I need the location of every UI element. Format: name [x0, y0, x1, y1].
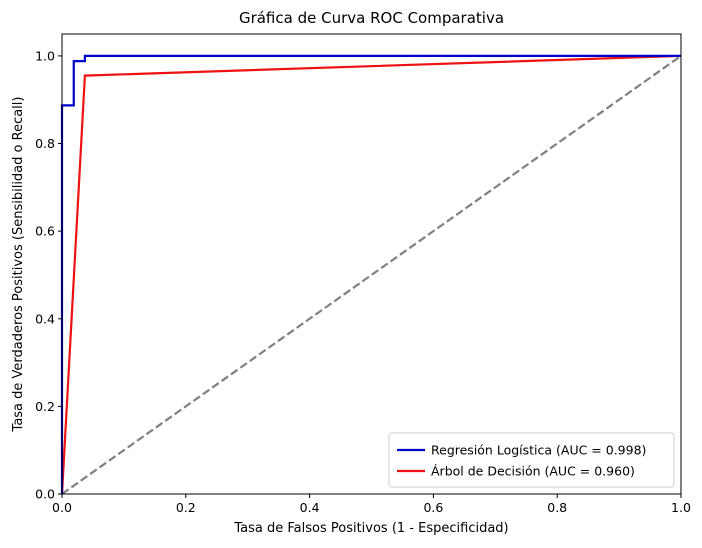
y-axis-ticks: 0.0 0.2 0.4 0.6 0.8 1.0 — [35, 48, 62, 502]
legend-entry: Árbol de Decisión (AUC = 0.960) — [431, 464, 635, 479]
y-tick-label: 1.0 — [35, 48, 55, 63]
series-line — [60, 54, 682, 495]
legend: Regresión Logística (AUC = 0.998) Árbol d… — [388, 432, 675, 488]
x-tick-label: 1.0 — [671, 500, 691, 515]
y-tick-label: 0.6 — [35, 224, 55, 239]
x-axis-label: Tasa de Falsos Positivos (1 - Especifici… — [233, 521, 508, 536]
x-tick-label: 0.4 — [300, 500, 320, 515]
x-tick-label: 0.8 — [547, 500, 567, 515]
legend-box — [388, 432, 675, 488]
x-tick-label: 0.0 — [52, 500, 72, 515]
y-tick-label: 0.0 — [35, 487, 55, 502]
chart-title: Gráfica de Curva ROC Comparativa — [239, 9, 504, 27]
x-axis-ticks: 0.0 0.2 0.4 0.6 0.8 1.0 — [52, 494, 691, 515]
y-tick-label: 0.8 — [35, 136, 55, 151]
x-tick-label: 0.6 — [423, 500, 443, 515]
y-axis-label: Tasa de Verdaderos Positivos (Sensibilid… — [11, 97, 26, 433]
series-layer — [60, 54, 682, 495]
legend-entry: Regresión Logística (AUC = 0.998) — [431, 443, 646, 458]
y-tick-label: 0.4 — [35, 311, 55, 326]
diagonal-reference-line — [61, 55, 682, 495]
x-tick-label: 0.2 — [176, 500, 196, 515]
plot-frame — [61, 33, 682, 495]
y-tick-label: 0.2 — [35, 399, 55, 414]
